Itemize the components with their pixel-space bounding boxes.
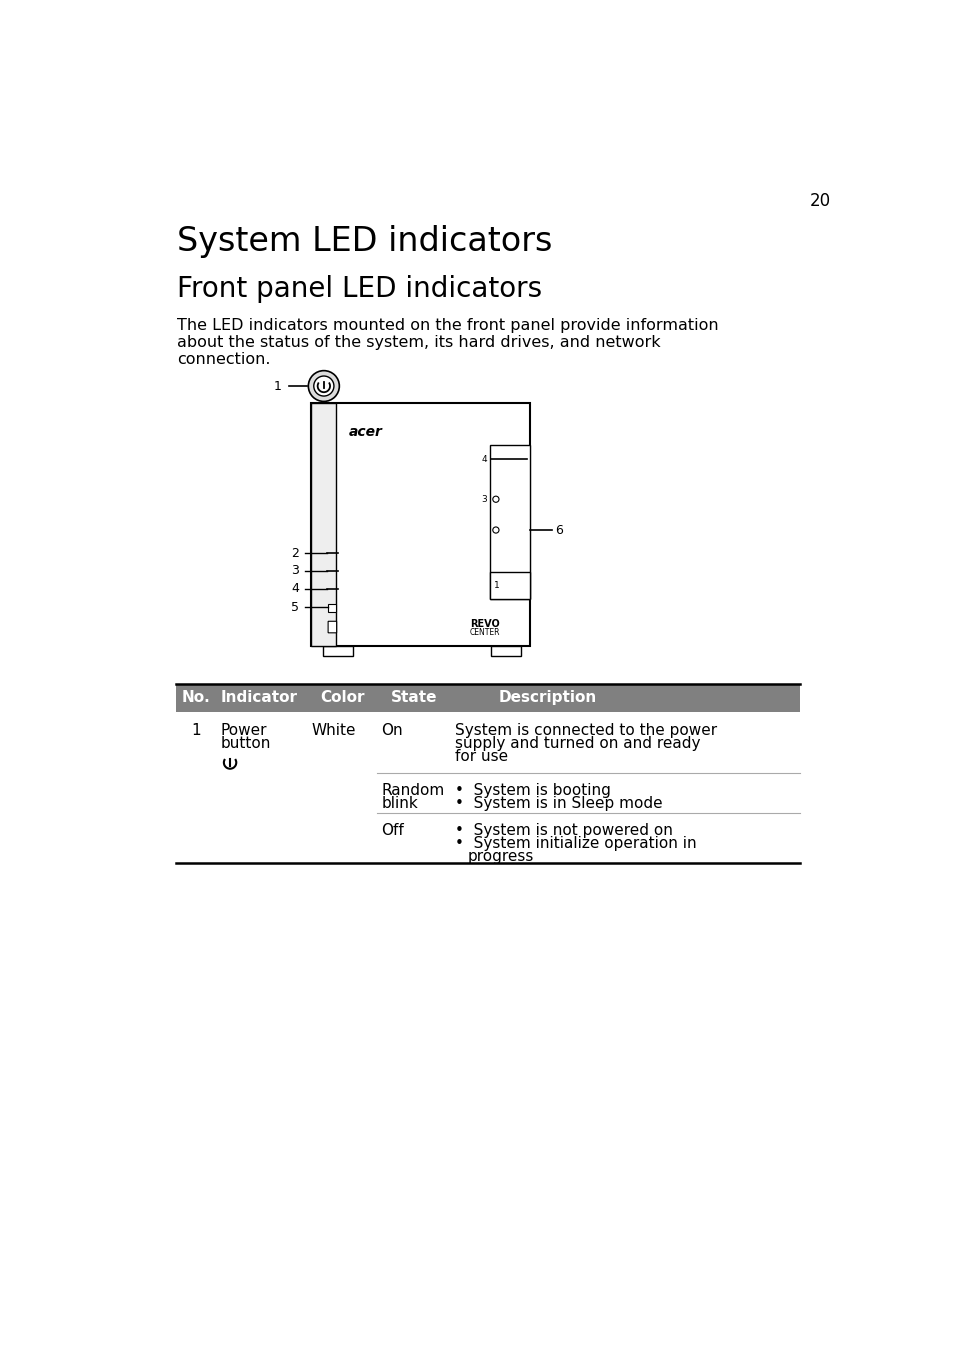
Text: Front panel LED indicators: Front panel LED indicators: [177, 275, 542, 303]
Bar: [175, 684, 799, 712]
Text: 6: 6: [555, 523, 562, 537]
Circle shape: [308, 371, 339, 401]
Text: Off: Off: [381, 823, 403, 838]
Text: supply and turned on and ready: supply and turned on and ready: [455, 735, 700, 750]
Text: Color: Color: [320, 690, 364, 705]
Text: State: State: [390, 690, 436, 705]
Text: connection.: connection.: [177, 352, 271, 367]
Text: acer: acer: [348, 426, 382, 439]
FancyBboxPatch shape: [328, 622, 336, 632]
Text: about the status of the system, its hard drives, and network: about the status of the system, its hard…: [177, 335, 660, 350]
Text: CENTER: CENTER: [469, 628, 499, 637]
Text: •  System is not powered on: • System is not powered on: [455, 823, 672, 838]
Text: button: button: [220, 735, 271, 750]
Text: 3: 3: [291, 564, 298, 578]
Text: for use: for use: [455, 749, 507, 764]
Bar: [323, 646, 353, 656]
Text: •  System is booting: • System is booting: [455, 783, 610, 798]
Text: 1: 1: [493, 580, 498, 590]
Text: Random: Random: [381, 783, 444, 798]
Text: Indicator: Indicator: [221, 690, 297, 705]
Text: blink: blink: [381, 795, 417, 810]
Text: 3: 3: [481, 494, 487, 504]
Text: Power: Power: [220, 723, 267, 738]
Text: The LED indicators mounted on the front panel provide information: The LED indicators mounted on the front …: [177, 319, 719, 334]
Text: 2: 2: [291, 546, 298, 560]
Text: No.: No.: [181, 690, 210, 705]
Text: 5: 5: [291, 601, 298, 613]
Circle shape: [493, 496, 498, 502]
Text: Description: Description: [498, 690, 597, 705]
Text: •  System initialize operation in: • System initialize operation in: [455, 835, 696, 850]
Circle shape: [493, 527, 498, 533]
Text: REVO: REVO: [470, 619, 499, 628]
Text: On: On: [381, 723, 402, 738]
Text: System is connected to the power: System is connected to the power: [455, 723, 717, 738]
Text: 1: 1: [191, 723, 200, 738]
Circle shape: [314, 376, 334, 396]
Text: •  System is in Sleep mode: • System is in Sleep mode: [455, 795, 661, 810]
Bar: [489, 572, 530, 600]
Bar: [311, 402, 335, 646]
Text: White: White: [311, 723, 355, 738]
Bar: [328, 604, 335, 612]
Text: progress: progress: [467, 849, 533, 864]
Text: 4: 4: [481, 455, 487, 464]
Bar: [489, 445, 530, 600]
Text: 1: 1: [274, 379, 281, 393]
Bar: [491, 646, 520, 656]
Text: System LED indicators: System LED indicators: [177, 225, 552, 257]
Bar: [311, 402, 530, 646]
Text: 4: 4: [291, 582, 298, 596]
Text: 20: 20: [809, 192, 830, 211]
